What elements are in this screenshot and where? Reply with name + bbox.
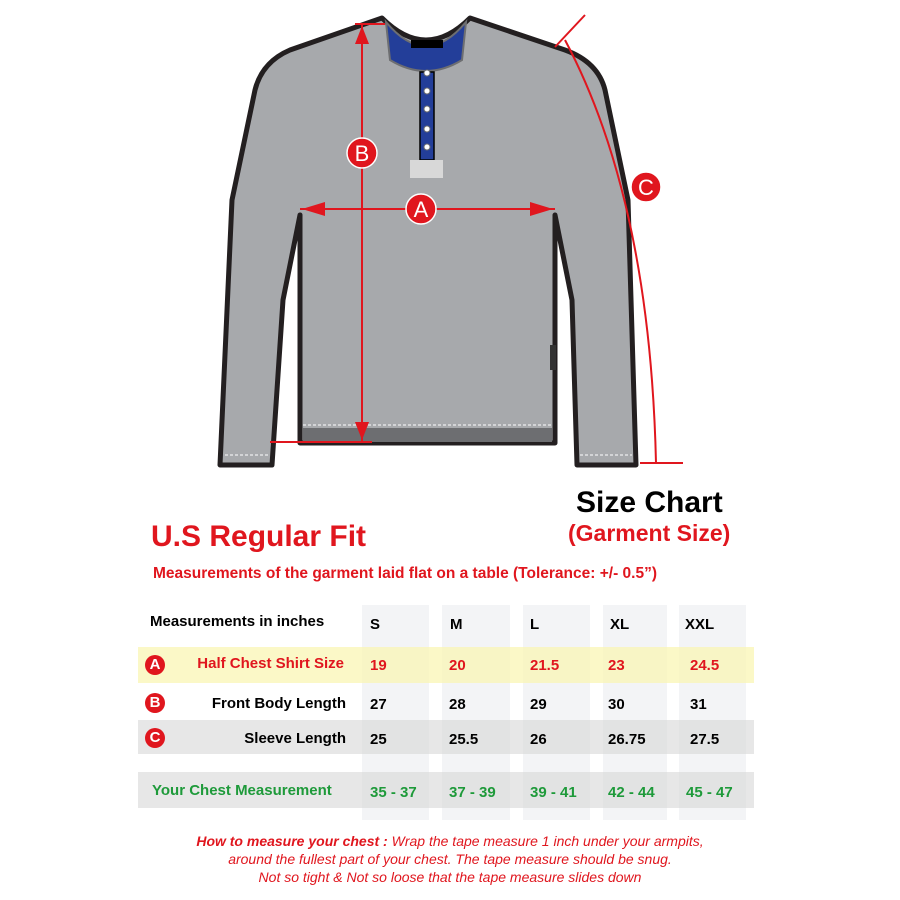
cell: 26.75 (608, 731, 646, 748)
cell: 25.5 (449, 731, 479, 748)
cell: 24.5 (690, 657, 720, 674)
title: Size Chart (576, 486, 723, 519)
svg-text:A: A (414, 197, 429, 222)
cell: 19 (370, 657, 387, 674)
fit-heading: U.S Regular Fit (151, 520, 367, 553)
label-a-marker: A (405, 193, 437, 225)
size-m: M (450, 616, 463, 633)
cell: 27 (370, 696, 387, 713)
size-l: L (530, 616, 540, 633)
cell: 20 (449, 657, 466, 674)
row-label: Half Chest Shirt Size (197, 655, 344, 672)
cell: 35 - 37 (370, 784, 417, 801)
table-header: Measurements in inches (150, 613, 325, 630)
badge-a: A (145, 655, 165, 675)
size-xxl: XXL (685, 616, 715, 633)
subtitle: (Garment Size) (568, 520, 731, 546)
measure-note: Measurements of the garment laid flat on… (153, 565, 658, 582)
howto-lead: How to measure your chest : (196, 833, 388, 849)
size-s: S (370, 616, 381, 633)
cell: 37 - 39 (449, 784, 496, 801)
cell: 27.5 (690, 731, 720, 748)
cell: 21.5 (530, 657, 560, 674)
shirt-diagram: A B C (217, 14, 683, 468)
cell: 42 - 44 (608, 784, 655, 801)
badge-c: C (145, 728, 165, 748)
howto-line-1: How to measure your chest : Wrap the tap… (0, 833, 900, 849)
howto-text: Wrap the tape measure 1 inch under your … (387, 833, 704, 849)
row-label: Sleeve Length (244, 730, 346, 747)
label-c-marker: C (630, 171, 662, 203)
cell: 39 - 41 (530, 784, 577, 801)
chest-label: Your Chest Measurement (152, 782, 332, 799)
row-label: Front Body Length (211, 695, 346, 712)
size-xl: XL (610, 616, 630, 633)
cell: 30 (608, 696, 625, 713)
cell: 31 (690, 696, 707, 713)
svg-text:C: C (638, 175, 654, 200)
howto-line-2: around the fullest part of your chest. T… (228, 851, 672, 867)
howto-line-3: Not so tight & Not so loose that the tap… (258, 869, 642, 885)
cell: 28 (449, 696, 466, 713)
cell: 26 (530, 731, 547, 748)
cell: 29 (530, 696, 547, 713)
shirt-body (217, 15, 639, 468)
svg-text:B: B (355, 141, 370, 166)
cell: 25 (370, 731, 387, 748)
badge-b: B (145, 693, 165, 713)
label-b-marker: B (346, 137, 378, 169)
cell: 45 - 47 (686, 784, 733, 801)
cell: 23 (608, 657, 625, 674)
